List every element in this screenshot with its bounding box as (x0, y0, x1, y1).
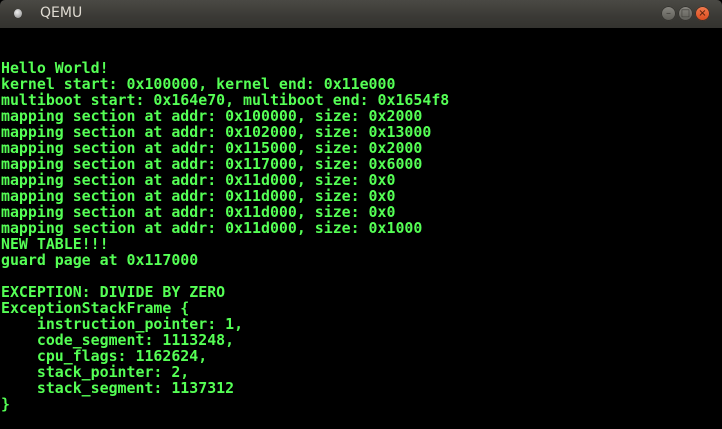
window-title: QEMU (40, 5, 83, 21)
close-button[interactable]: × (695, 6, 710, 21)
console-line: stack_segment: 1137312 (1, 379, 235, 397)
console-line: NEW TABLE!!! (1, 235, 109, 253)
console-line (1, 268, 449, 284)
vm-display[interactable]: Hello World! kernel start: 0x100000, kern… (0, 28, 722, 429)
console-output: Hello World! kernel start: 0x100000, kern… (1, 28, 449, 412)
console-line: mapping section at addr: 0x11d000, size:… (1, 203, 396, 221)
console-line: EXCEPTION: DIVIDE BY ZERO (1, 283, 226, 301)
console-line: guard page at 0x117000 (1, 251, 199, 269)
console-line: mapping section at addr: 0x102000, size:… (1, 123, 432, 141)
maximize-button[interactable]: □ (678, 6, 693, 21)
console-line: mapping section at addr: 0x100000, size:… (1, 107, 423, 125)
console-line: } (1, 395, 10, 413)
console-line: code_segment: 1113248, (1, 331, 235, 349)
console-line: kernel start: 0x100000, kernel end: 0x11… (1, 75, 396, 93)
console-line: mapping section at addr: 0x117000, size:… (1, 155, 423, 173)
console-line: instruction_pointer: 1, (1, 315, 244, 333)
console-line: mapping section at addr: 0x11d000, size:… (1, 219, 423, 237)
console-line (1, 44, 449, 60)
console-line: mapping section at addr: 0x11d000, size:… (1, 171, 396, 189)
console-line (1, 28, 449, 44)
console-line: stack_pointer: 2, (1, 363, 190, 381)
console-line: mapping section at addr: 0x115000, size:… (1, 139, 423, 157)
minimize-button[interactable]: – (661, 6, 676, 21)
console-line: mapping section at addr: 0x11d000, size:… (1, 187, 396, 205)
console-line: Hello World! (1, 59, 109, 77)
qemu-app-icon (14, 9, 22, 18)
console-line: ExceptionStackFrame { (1, 299, 190, 317)
console-line: multiboot start: 0x164e70, multiboot end… (1, 91, 450, 109)
console-line: cpu_flags: 1162624, (1, 347, 208, 365)
window-titlebar[interactable]: QEMU – □ × (0, 0, 722, 28)
